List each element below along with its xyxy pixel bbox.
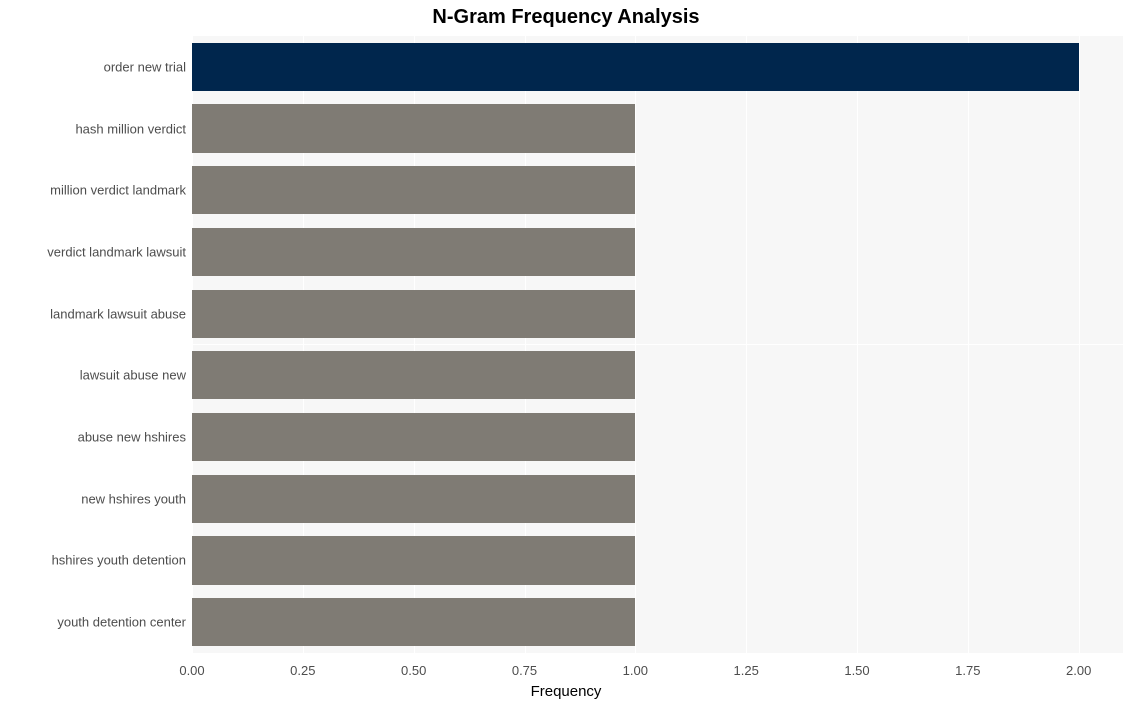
x-tick-label: 0.50 [401, 653, 426, 678]
x-gridline [635, 36, 636, 653]
x-tick-label: 1.75 [955, 653, 980, 678]
bar [192, 228, 635, 276]
x-tick-label: 1.00 [623, 653, 648, 678]
bar [192, 43, 1079, 91]
x-tick-label: 1.25 [734, 653, 759, 678]
y-tick-label: hshires youth detention [52, 553, 192, 568]
chart-title: N-Gram Frequency Analysis [0, 6, 1132, 29]
y-tick-label: hash million verdict [75, 121, 192, 136]
plot-area: 0.000.250.500.751.001.251.501.752.00orde… [192, 36, 1123, 653]
y-tick-label: verdict landmark lawsuit [47, 244, 192, 259]
x-tick-label: 2.00 [1066, 653, 1091, 678]
y-tick-label: new hshires youth [81, 491, 192, 506]
y-tick-label: lawsuit abuse new [80, 368, 192, 383]
bar [192, 351, 635, 399]
y-tick-label: order new trial [104, 59, 192, 74]
bar [192, 598, 635, 646]
y-tick-label: million verdict landmark [50, 183, 192, 198]
y-tick-label: abuse new hshires [78, 430, 192, 445]
y-tick-label: landmark lawsuit abuse [50, 306, 192, 321]
bar [192, 536, 635, 584]
x-axis-title: Frequency [0, 683, 1132, 700]
x-tick-label: 0.00 [179, 653, 204, 678]
bar [192, 104, 635, 152]
x-gridline [746, 36, 747, 653]
bar [192, 290, 635, 338]
y-tick-label: youth detention center [57, 615, 192, 630]
x-tick-label: 0.75 [512, 653, 537, 678]
bar [192, 166, 635, 214]
x-gridline [1079, 36, 1080, 653]
bar [192, 413, 635, 461]
x-tick-label: 1.50 [844, 653, 869, 678]
bar [192, 475, 635, 523]
chart-container: N-Gram Frequency Analysis 0.000.250.500.… [0, 0, 1132, 701]
x-tick-label: 0.25 [290, 653, 315, 678]
x-gridline [857, 36, 858, 653]
x-gridline [968, 36, 969, 653]
